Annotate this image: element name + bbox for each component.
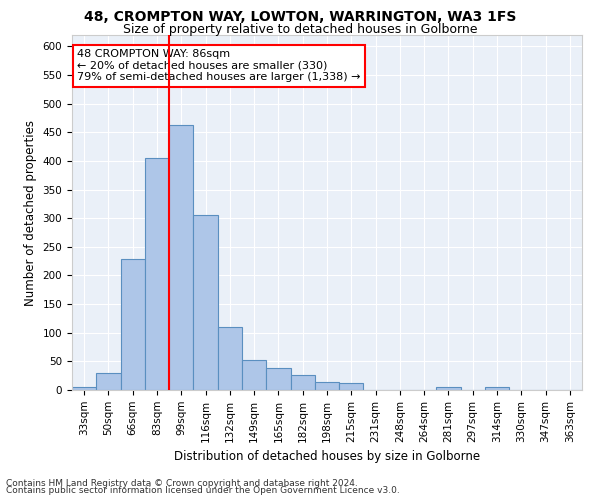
Bar [436,387,461,390]
Y-axis label: Number of detached properties: Number of detached properties [24,120,37,306]
X-axis label: Distribution of detached houses by size in Golborne: Distribution of detached houses by size … [174,450,480,463]
Bar [96,373,121,390]
Bar [193,216,218,390]
Bar [121,260,145,390]
Bar [72,386,96,390]
Bar [315,382,339,390]
Text: 48 CROMPTON WAY: 86sqm
← 20% of detached houses are smaller (330)
79% of semi-de: 48 CROMPTON WAY: 86sqm ← 20% of detached… [77,49,361,82]
Text: 48, CROMPTON WAY, LOWTON, WARRINGTON, WA3 1FS: 48, CROMPTON WAY, LOWTON, WARRINGTON, WA… [84,10,516,24]
Bar [169,125,193,390]
Bar [242,360,266,390]
Bar [485,387,509,390]
Bar [339,383,364,390]
Bar [266,368,290,390]
Bar [290,375,315,390]
Text: Contains public sector information licensed under the Open Government Licence v3: Contains public sector information licen… [6,486,400,495]
Bar [218,327,242,390]
Text: Contains HM Land Registry data © Crown copyright and database right 2024.: Contains HM Land Registry data © Crown c… [6,478,358,488]
Bar [145,158,169,390]
Text: Size of property relative to detached houses in Golborne: Size of property relative to detached ho… [123,22,477,36]
